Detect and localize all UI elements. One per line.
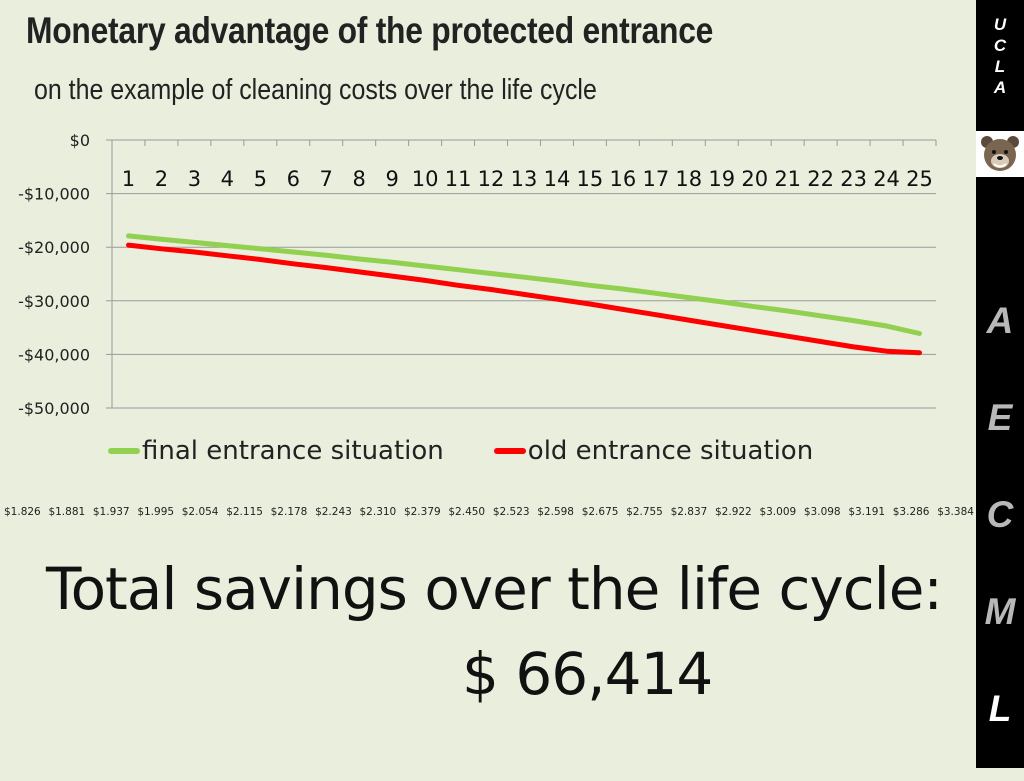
price-value: $3.384 (937, 506, 974, 518)
price-value: $2.755 (626, 506, 663, 518)
ucla-letter: C (976, 35, 1024, 56)
price-value: $2.523 (493, 506, 530, 518)
x-tick-label: 9 (385, 167, 398, 191)
price-value: $1.937 (93, 506, 130, 518)
y-tick-label: -$50,000 (18, 399, 90, 418)
x-tick-label: 23 (840, 167, 867, 191)
x-tick-label: 5 (254, 167, 267, 191)
price-value: $2.178 (271, 506, 308, 518)
ucla-letter: U (976, 14, 1024, 35)
x-tick-label: 22 (807, 167, 834, 191)
series-line-final (129, 236, 920, 334)
price-value: $1.826 (4, 506, 41, 518)
x-tick-label: 17 (642, 167, 669, 191)
x-tick-label: 24 (873, 167, 900, 191)
y-tick-label: -$40,000 (18, 345, 90, 364)
x-tick-label: 14 (544, 167, 571, 191)
slide-subtitle: on the example of cleaning costs over th… (34, 74, 597, 107)
x-tick-label: 6 (287, 167, 300, 191)
legend-item-final: final entrance situation (108, 436, 444, 466)
legend-item-old: old entrance situation (494, 436, 813, 466)
price-value: $2.837 (671, 506, 708, 518)
x-tick-label: 25 (906, 167, 933, 191)
chart-legend: final entrance situation old entrance si… (108, 436, 813, 466)
x-tick-label: 13 (511, 167, 538, 191)
price-value: $2.922 (715, 506, 752, 518)
x-tick-label: 15 (577, 167, 604, 191)
price-row: $1.826 $1.881 $1.937 $1.995 $2.054 $2.115 $2.1… (4, 506, 976, 518)
x-tick-label: 12 (478, 167, 505, 191)
price-value: $2.310 (360, 506, 397, 518)
brand-letter: A (976, 296, 1024, 393)
total-savings-label: Total savings over the life cycle: (46, 555, 942, 623)
price-value: $2.379 (404, 506, 441, 518)
line-chart: $0 -$10,000 -$20,000 -$30,000 -$40,000 -$50,0… (0, 120, 960, 430)
x-tick-label: 16 (610, 167, 637, 191)
price-value: $1.995 (137, 506, 174, 518)
price-value: $3.009 (759, 506, 796, 518)
x-tick-label: 19 (708, 167, 735, 191)
x-tick-label: 7 (320, 167, 333, 191)
price-value: $2.054 (182, 506, 219, 518)
x-tick-label: 18 (675, 167, 702, 191)
x-tick-label: 3 (188, 167, 201, 191)
y-tick-label: -$30,000 (18, 292, 90, 311)
price-value: $3.286 (893, 506, 930, 518)
legend-swatch-green (108, 448, 140, 454)
price-value: $3.098 (804, 506, 841, 518)
bear-face-icon (978, 133, 1022, 175)
y-tick-label: -$10,000 (18, 185, 90, 204)
price-value: $2.675 (582, 506, 619, 518)
bear-mascot-icon (976, 131, 1024, 177)
total-savings-value: $ 66,414 (462, 640, 712, 708)
legend-label-final: final entrance situation (142, 436, 444, 466)
brand-letter: M (976, 587, 1024, 684)
x-tick-label: 1 (122, 167, 135, 191)
y-tick-label: $0 (70, 131, 90, 150)
x-tick-label: 21 (774, 167, 801, 191)
y-tick-label: -$20,000 (18, 238, 90, 257)
ucla-letter: A (976, 77, 1024, 98)
x-tick-label: 8 (353, 167, 366, 191)
price-value: $3.191 (848, 506, 885, 518)
x-tick-label: 4 (221, 167, 234, 191)
x-tick-label: 2 (155, 167, 168, 191)
series-line-old (129, 245, 920, 353)
price-value: $2.450 (448, 506, 485, 518)
x-tick-label: 20 (741, 167, 768, 191)
price-value: $2.243 (315, 506, 352, 518)
price-value: $1.881 (48, 506, 85, 518)
brand-letter: C (976, 490, 1024, 587)
ucla-letter: L (976, 56, 1024, 77)
price-value: $2.115 (226, 506, 263, 518)
x-tick-label: 10 (412, 167, 439, 191)
price-value: $2.598 (537, 506, 574, 518)
legend-swatch-red (494, 448, 526, 454)
slide-title: Monetary advantage of the protected entr… (26, 10, 713, 52)
brand-letter: E (976, 393, 1024, 490)
x-tick-label: 11 (445, 167, 472, 191)
legend-label-old: old entrance situation (528, 436, 813, 466)
brand-letter: L (976, 684, 1024, 781)
